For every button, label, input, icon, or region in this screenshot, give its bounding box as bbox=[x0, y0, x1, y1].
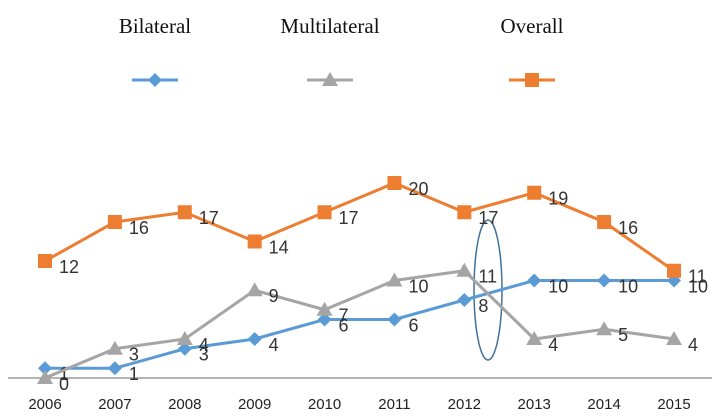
data-label: 3 bbox=[129, 345, 139, 365]
data-point bbox=[526, 331, 543, 345]
data-label: 4 bbox=[199, 335, 209, 355]
data-point bbox=[246, 282, 263, 297]
legend-label: Bilateral bbox=[119, 14, 191, 38]
data-point bbox=[106, 340, 123, 355]
data-label: 10 bbox=[618, 276, 638, 296]
data-label: 5 bbox=[618, 325, 628, 345]
data-point bbox=[107, 215, 122, 229]
data-point bbox=[317, 312, 332, 327]
data-point bbox=[247, 234, 262, 249]
data-point bbox=[316, 301, 333, 316]
x-tick-label: 2010 bbox=[308, 396, 341, 413]
data-label: 17 bbox=[339, 208, 359, 228]
data-label: 10 bbox=[408, 276, 428, 296]
data-point bbox=[177, 205, 192, 220]
x-tick-label: 2015 bbox=[657, 396, 690, 413]
data-point bbox=[527, 185, 542, 200]
data-label: 10 bbox=[548, 276, 568, 296]
x-tick-label: 2006 bbox=[28, 396, 61, 413]
data-point bbox=[527, 273, 542, 288]
data-label: 1 bbox=[59, 364, 69, 384]
data-point bbox=[667, 263, 681, 278]
data-label: 11 bbox=[688, 267, 707, 287]
data-point bbox=[107, 361, 122, 376]
data-point bbox=[596, 321, 613, 336]
data-label: 11 bbox=[478, 267, 497, 287]
data-point bbox=[317, 205, 332, 220]
data-label: 9 bbox=[269, 286, 279, 306]
data-label: 1 bbox=[129, 364, 139, 384]
legend-marker bbox=[525, 73, 539, 87]
data-point bbox=[386, 272, 403, 287]
data-point bbox=[247, 332, 262, 346]
data-label: 3 bbox=[199, 345, 209, 365]
x-tick-label: 2013 bbox=[518, 396, 551, 413]
data-label: 6 bbox=[408, 315, 418, 335]
data-label: 17 bbox=[199, 208, 219, 228]
data-label: 0 bbox=[59, 374, 69, 394]
legend-marker bbox=[148, 73, 162, 87]
data-point bbox=[457, 205, 472, 220]
data-point bbox=[456, 262, 473, 277]
data-point bbox=[387, 176, 402, 190]
data-label: 4 bbox=[269, 335, 279, 355]
data-label: 20 bbox=[408, 179, 428, 199]
data-label: 4 bbox=[688, 335, 698, 355]
data-label: 10 bbox=[688, 276, 708, 296]
data-point bbox=[38, 361, 52, 376]
data-point bbox=[38, 254, 52, 268]
x-tick-label: 2009 bbox=[238, 396, 271, 413]
data-point bbox=[597, 215, 612, 229]
data-label: 8 bbox=[478, 296, 488, 316]
data-label: 6 bbox=[339, 315, 349, 335]
x-tick-label: 2007 bbox=[98, 396, 131, 413]
data-label: 16 bbox=[618, 218, 638, 238]
data-label: 7 bbox=[339, 306, 349, 326]
data-label: 14 bbox=[269, 237, 289, 257]
data-point bbox=[666, 331, 682, 345]
legend-marker bbox=[322, 72, 338, 86]
series-line bbox=[45, 279, 674, 370]
x-tick-label: 2012 bbox=[448, 396, 481, 413]
data-point bbox=[457, 293, 472, 307]
data-label: 16 bbox=[129, 218, 149, 238]
data-label: 19 bbox=[548, 189, 568, 209]
data-point bbox=[37, 370, 53, 384]
series-line bbox=[44, 181, 675, 272]
x-tick-label: 2011 bbox=[378, 396, 410, 413]
data-point bbox=[597, 273, 612, 288]
data-point bbox=[176, 331, 193, 345]
series-line bbox=[44, 269, 675, 380]
data-label: 17 bbox=[478, 208, 498, 228]
data-point bbox=[177, 341, 192, 356]
x-tick-label: 2008 bbox=[168, 396, 201, 413]
legend-label: Overall bbox=[501, 14, 564, 38]
data-label: 4 bbox=[548, 335, 558, 355]
legend-label: Multilateral bbox=[280, 14, 379, 38]
x-tick-label: 2014 bbox=[587, 396, 620, 413]
data-point bbox=[387, 312, 402, 327]
data-label: 12 bbox=[59, 257, 79, 277]
